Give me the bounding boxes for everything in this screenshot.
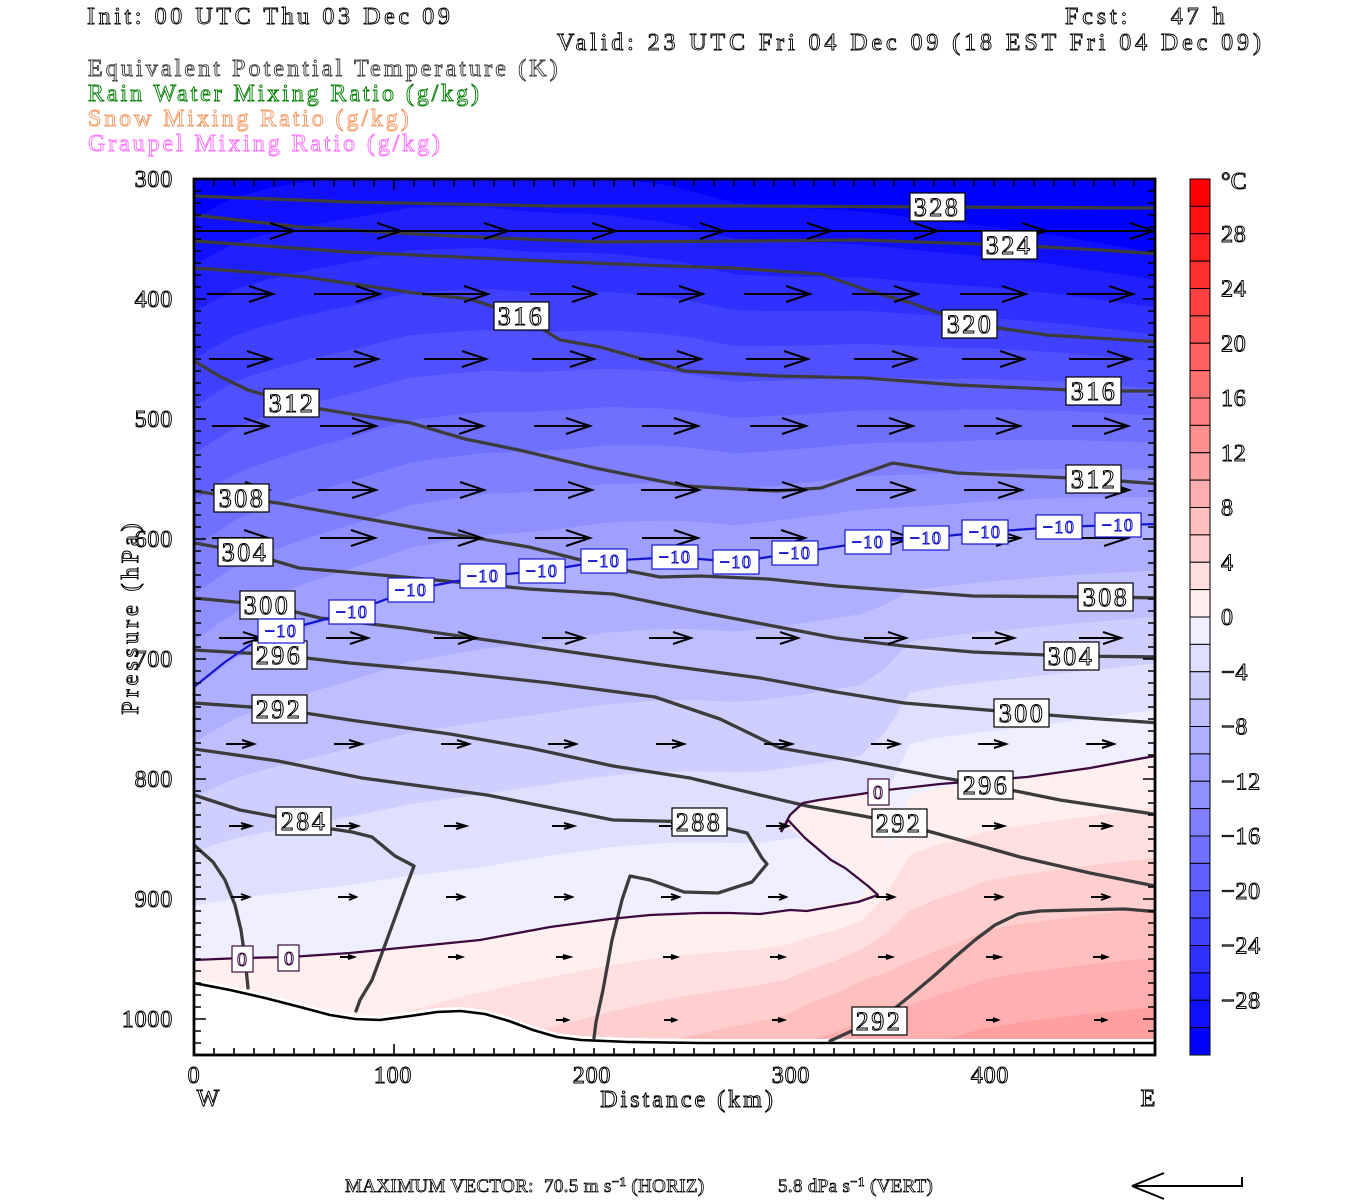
svg-text:−10: −10 [526,561,559,581]
svg-text:5.8 dPa s−1 (VERT): 5.8 dPa s−1 (VERT) [778,1174,933,1197]
svg-text:324: 324 [986,231,1033,260]
svg-text:−10: −10 [1102,515,1135,535]
svg-text:MAXIMUM VECTOR: 70.5 m s−1 (H: MAXIMUM VECTOR: 70.5 m s−1 (HORIZ) [345,1174,705,1197]
svg-text:E: E [1141,1086,1156,1112]
svg-text:−10: −10 [336,602,369,622]
svg-text:Snow Mixing Ratio (g/kg): Snow Mixing Ratio (g/kg) [88,106,412,132]
svg-text:284: 284 [281,807,328,836]
svg-text:−10: −10 [588,551,621,571]
svg-text:0: 0 [237,949,247,971]
svg-text:300: 300 [999,699,1046,728]
svg-text:−10: −10 [659,547,692,567]
svg-text:288: 288 [676,808,723,837]
svg-text:300: 300 [135,167,173,193]
svg-text:Rain Water Mixing Ratio (g/kg): Rain Water Mixing Ratio (g/kg) [88,81,482,107]
svg-text:0: 0 [188,1063,201,1089]
svg-text:0: 0 [284,948,294,970]
svg-text:8: 8 [1221,496,1234,522]
svg-text:28: 28 [1221,222,1247,248]
svg-text:−20: −20 [1221,879,1261,905]
svg-text:800: 800 [135,767,173,793]
svg-text:−8: −8 [1221,715,1248,741]
svg-text:Valid: 23 UTC Fri 04 Dec 09 (1: Valid: 23 UTC Fri 04 Dec 09 (18 EST Fri … [557,30,1265,56]
svg-text:Distance (km): Distance (km) [600,1087,776,1113]
svg-text:−10: −10 [969,522,1002,542]
svg-text:4: 4 [1221,550,1234,576]
svg-text:−4: −4 [1221,660,1248,686]
svg-text:−10: −10 [852,532,885,552]
svg-text:−10: −10 [910,528,943,548]
svg-text:600: 600 [135,527,173,553]
svg-text:292: 292 [256,695,303,724]
svg-text:312: 312 [1071,465,1118,494]
svg-text:316: 316 [498,302,545,331]
svg-text:308: 308 [1083,583,1130,612]
svg-text:−10: −10 [720,552,753,572]
svg-text:16: 16 [1221,386,1247,412]
svg-text:296: 296 [963,771,1010,800]
svg-text:W: W [197,1086,220,1112]
svg-text:296: 296 [256,641,303,670]
svg-text:304: 304 [222,538,269,567]
svg-text:500: 500 [135,407,173,433]
svg-text:−10: −10 [265,621,298,641]
svg-text:−12: −12 [1221,769,1261,795]
svg-text:12: 12 [1221,441,1247,467]
svg-text:292: 292 [876,809,923,838]
svg-text:−10: −10 [779,543,812,563]
svg-text:−10: −10 [467,566,500,586]
svg-text:400: 400 [971,1063,1009,1089]
svg-text:316: 316 [1071,377,1118,406]
svg-text:°C: °C [1221,169,1247,195]
svg-text:312: 312 [269,389,316,418]
svg-text:Equivalent Potential Temperatu: Equivalent Potential Temperature (K) [88,56,561,82]
svg-text:320: 320 [947,310,994,339]
svg-text:400: 400 [135,287,173,313]
svg-text:100: 100 [374,1063,412,1089]
svg-text:0: 0 [1221,605,1234,631]
svg-text:1000: 1000 [122,1007,173,1033]
svg-text:−10: −10 [395,580,428,600]
svg-text:700: 700 [135,647,173,673]
svg-text:Fcst: 47 h: Fcst: 47 h [1065,4,1228,30]
svg-text:304: 304 [1048,642,1095,671]
svg-text:900: 900 [135,887,173,913]
svg-text:300: 300 [244,591,291,620]
svg-text:0: 0 [873,782,883,804]
svg-text:Pressure (hPa): Pressure (hPa) [118,519,144,714]
svg-text:Graupel Mixing Ratio (g/kg): Graupel Mixing Ratio (g/kg) [88,131,443,157]
svg-text:308: 308 [219,484,266,513]
svg-text:292: 292 [856,1007,903,1036]
svg-text:300: 300 [772,1063,810,1089]
svg-text:−10: −10 [1043,517,1076,537]
svg-text:Init: 00 UTC Thu 03 Dec 09: Init: 00 UTC Thu 03 Dec 09 [87,4,453,30]
svg-text:328: 328 [914,193,961,222]
svg-text:24: 24 [1221,277,1247,303]
svg-text:20: 20 [1221,331,1247,357]
svg-text:−16: −16 [1221,824,1261,850]
svg-text:200: 200 [573,1063,611,1089]
svg-text:−24: −24 [1221,934,1261,960]
svg-text:−28: −28 [1221,988,1261,1014]
